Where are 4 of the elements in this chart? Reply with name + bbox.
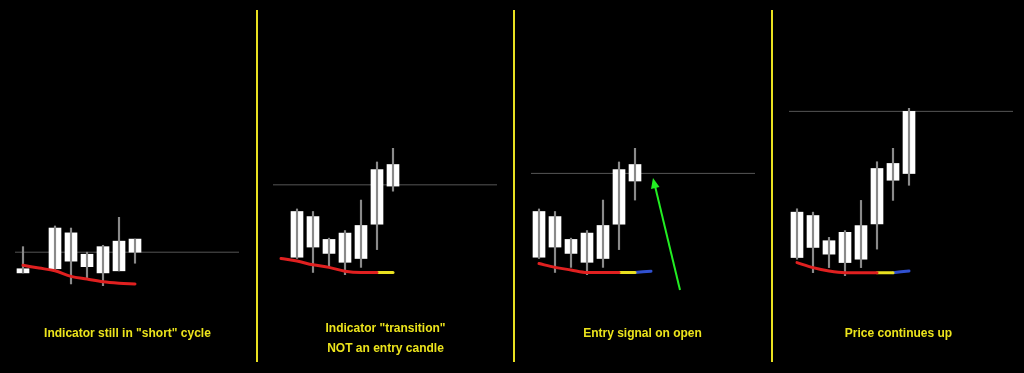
x-axis-title: Price continues up — [843, 325, 954, 342]
x-axis-title: Entry signal on open — [582, 325, 703, 342]
x-axis-title: Indicator still in "short" cycle — [43, 325, 212, 342]
x-axis-title: Indicator "transition" NOT an entry candle — [324, 320, 447, 357]
